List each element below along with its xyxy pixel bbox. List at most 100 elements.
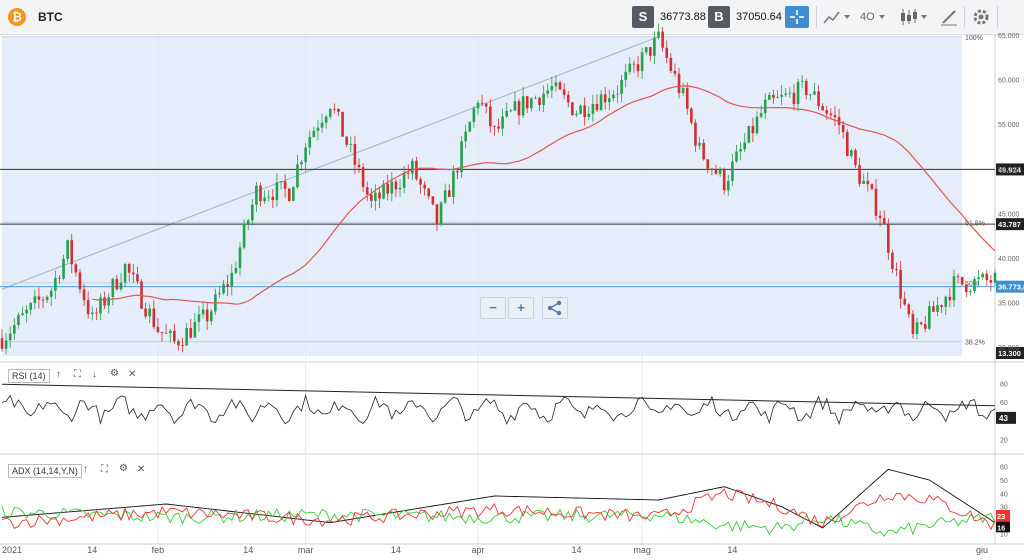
candle-body — [825, 110, 829, 114]
move-down-icon[interactable]: ↓ — [92, 369, 97, 380]
candle-body — [25, 309, 28, 314]
candle-body — [255, 185, 258, 205]
crosshair-button[interactable] — [785, 6, 809, 28]
zoom-out-button[interactable]: − — [480, 297, 506, 319]
candle-body — [148, 308, 152, 317]
candle-body — [374, 192, 377, 201]
close-icon[interactable]: ✕ — [137, 464, 146, 475]
candle-body — [607, 98, 611, 103]
candle-body — [817, 91, 820, 107]
move-up-icon[interactable]: ↑ — [56, 369, 61, 380]
candle-body — [911, 314, 915, 334]
candle-body — [411, 160, 414, 174]
candle-body — [952, 276, 956, 301]
rsi-value-tag — [996, 411, 1016, 424]
candle-body — [119, 282, 123, 290]
candle-body — [222, 284, 225, 294]
candle-body — [300, 162, 303, 165]
candle-body — [772, 94, 775, 98]
candle-body — [923, 324, 927, 329]
candle-body — [973, 279, 976, 292]
candle-body — [788, 92, 792, 94]
rsi-label[interactable]: RSI (14) — [8, 369, 50, 383]
candle-body — [874, 188, 878, 216]
candle-body — [29, 302, 33, 310]
buy-button[interactable]: B — [708, 6, 730, 28]
interval-dropdown[interactable]: 4O — [860, 6, 890, 28]
candle-body — [977, 277, 980, 280]
draw-button[interactable] — [938, 6, 962, 28]
candle-body — [181, 345, 184, 347]
x-tick-label: 2021 — [2, 545, 22, 555]
candle-body — [813, 91, 816, 95]
x-tick-label: 14 — [87, 545, 97, 555]
candle-body — [156, 327, 160, 332]
candle-body — [780, 94, 783, 97]
gear-icon[interactable]: ⚙ — [119, 463, 128, 474]
candle-body — [312, 130, 316, 137]
line-chart-button[interactable] — [822, 6, 852, 28]
candle-body — [899, 269, 902, 299]
candle-body — [345, 136, 348, 145]
candle-body — [562, 89, 566, 95]
candle-body — [616, 93, 619, 95]
x-tick-label: mag — [633, 545, 651, 555]
candle-body — [768, 94, 771, 100]
adx-y-tick-label: 40 — [1000, 491, 1008, 498]
candle-body — [136, 274, 139, 282]
candle-body — [168, 330, 172, 334]
candle-body — [439, 202, 443, 225]
candle-body — [115, 278, 119, 290]
candle-body — [226, 284, 229, 287]
candle-body — [357, 164, 361, 168]
candle-body — [33, 296, 37, 303]
candle-body — [944, 296, 948, 307]
y-tick-label: 65.000 — [998, 33, 1020, 40]
sell-button[interactable]: S — [632, 6, 654, 28]
gear-icon[interactable]: ⚙ — [110, 368, 119, 379]
x-tick-label: 14 — [571, 545, 581, 555]
share-button[interactable] — [542, 297, 568, 319]
zoom-in-button[interactable]: + — [508, 297, 534, 319]
adx-y-tick-label: 30 — [1000, 505, 1008, 512]
symbol-title[interactable]: BTC — [38, 10, 63, 24]
candle-body — [566, 94, 570, 103]
candle-body — [324, 116, 328, 123]
candle-body — [554, 82, 558, 87]
candle-body — [833, 115, 837, 118]
close-icon[interactable]: ✕ — [128, 369, 137, 380]
candle-body — [415, 160, 418, 180]
candle-body — [398, 187, 402, 190]
candle-body — [0, 338, 4, 349]
candle-body — [661, 31, 664, 48]
settings-button[interactable] — [970, 6, 992, 28]
candle-body — [386, 183, 390, 194]
candle-body — [550, 86, 554, 91]
candle-body — [870, 184, 874, 189]
candle-body — [177, 341, 180, 346]
candle-body — [882, 218, 886, 225]
candle-body — [296, 164, 299, 188]
candle-body — [37, 296, 41, 300]
maximize-icon[interactable]: ⛶ — [101, 464, 108, 475]
move-up-icon[interactable]: ↑ — [83, 464, 88, 475]
candle-body — [17, 315, 20, 325]
maximize-icon[interactable]: ⛶ — [74, 369, 81, 380]
fibonacci-level-label: 50% — [965, 281, 979, 288]
candle-body — [132, 272, 135, 275]
candle-body — [878, 215, 882, 219]
candle-body — [447, 190, 451, 198]
candle-body — [127, 264, 131, 273]
adx-label[interactable]: ADX (14,14,Y,N) — [8, 464, 82, 478]
candles-button[interactable] — [898, 6, 928, 28]
candle-body — [964, 284, 968, 293]
candle-body — [907, 304, 911, 315]
candle-body — [353, 144, 357, 165]
candle-body — [628, 63, 632, 72]
adx-y-tick-label: 60 — [1000, 465, 1008, 472]
candle-body — [497, 126, 500, 129]
level-price-label: 43.787 — [998, 220, 1021, 229]
candle-body — [54, 277, 57, 291]
candle-body — [66, 240, 69, 259]
